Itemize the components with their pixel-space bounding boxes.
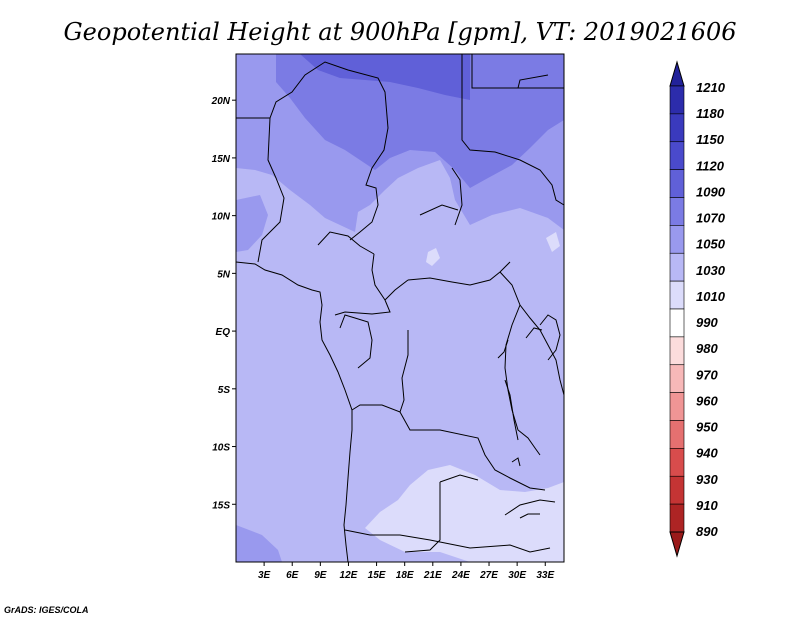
- contour-1010-east-spot: [546, 232, 560, 252]
- contour-1090-north: [300, 54, 470, 100]
- colorbar-segment: [669, 392, 685, 421]
- colorbar-label: 1120: [696, 158, 725, 173]
- colorbar-segment: [669, 448, 685, 477]
- latitude-ticks: 20N 15N 10N 5N EQ 5S 10S 15S: [211, 96, 236, 511]
- colorbar-segment: [669, 197, 685, 226]
- contour-1010-congo-spot: [426, 248, 440, 266]
- map-frame: [235, 53, 565, 563]
- east-coast: [539, 314, 561, 361]
- colorbar-label: 1050: [696, 237, 726, 252]
- lat-tick-label: 5N: [217, 269, 231, 280]
- colorbar-bottom-arrow: [669, 531, 685, 558]
- colorbar-label: 1070: [696, 211, 726, 226]
- longitude-ticks: 3E 6E 9E 12E 15E 18E 21E 24E 27E 30E 33E: [258, 562, 554, 581]
- colorbar-label: 910: [696, 498, 718, 513]
- lat-tick-label: EQ: [216, 327, 231, 338]
- lon-tick-label: 30E: [508, 570, 526, 581]
- colorbar-segment: [669, 503, 685, 533]
- contour-1050-southwest: [236, 525, 282, 562]
- colorbar-segment: [669, 364, 685, 393]
- lat-tick-label: 10S: [212, 443, 230, 454]
- map-panel: 20N 15N 10N 5N EQ 5S 10S 15S 3E 6E 9E 12E 15E 18E 21E…: [211, 53, 565, 581]
- colorbar-segment: [669, 141, 685, 170]
- colorbar-segment: [669, 113, 685, 143]
- colorbar-segment: [669, 420, 685, 449]
- central-africa-borders: [334, 167, 511, 413]
- lat-tick-label: 20N: [211, 96, 231, 107]
- colorbar-segment: [669, 252, 685, 282]
- lon-tick-label: 27E: [479, 570, 498, 581]
- colorbar-label: 970: [696, 367, 718, 382]
- west-coastline: [235, 261, 353, 563]
- colorbar-segment: [669, 336, 685, 366]
- lon-tick-label: 12E: [340, 570, 358, 581]
- colorbar-label: 940: [696, 446, 718, 461]
- lon-tick-label: 21E: [423, 570, 442, 581]
- colorbar-label: 1030: [696, 263, 726, 278]
- lat-tick-label: 15N: [212, 154, 231, 165]
- country-boundaries: [235, 54, 565, 563]
- lon-tick-label: 6E: [286, 570, 299, 581]
- colorbar-segment: [669, 308, 685, 338]
- colorbar-label: 960: [696, 393, 718, 408]
- contour-fills: [236, 54, 564, 562]
- colorbar-label: 930: [696, 472, 718, 487]
- southern-africa-borders: [344, 411, 556, 553]
- lat-tick-label: 15S: [212, 500, 230, 511]
- contour-1050-west-blob: [236, 195, 268, 252]
- lon-tick-label: 3E: [258, 570, 271, 581]
- colorbar-label: 980: [696, 341, 718, 356]
- lon-tick-label: 15E: [368, 570, 386, 581]
- footer-credit: GrADS: IGES/COLA: [4, 605, 89, 615]
- lon-tick-label: 24E: [451, 570, 470, 581]
- colorbar-label: 990: [696, 315, 718, 330]
- colorbar-label: 1010: [696, 289, 726, 304]
- colorbar-label: 890: [696, 524, 718, 539]
- lat-tick-label: 10N: [212, 212, 231, 223]
- lon-tick-label: 33E: [536, 570, 554, 581]
- colorbar-label: 1090: [696, 184, 726, 199]
- colorbar: 1210 1180 1150 1120 1090 1070 1050 1030 1010 990 9…: [669, 60, 726, 558]
- lat-tick-label: 5S: [218, 385, 231, 396]
- colorbar-label: 1180: [696, 106, 725, 121]
- colorbar-segment: [669, 169, 685, 198]
- colorbar-segment: [669, 280, 685, 310]
- lon-tick-label: 18E: [396, 570, 414, 581]
- lon-tick-label: 9E: [314, 570, 327, 581]
- colorbar-label: 1210: [696, 80, 726, 95]
- colorbar-label: 950: [696, 420, 718, 435]
- great-lakes: [497, 327, 543, 519]
- west-africa-borders: [236, 61, 389, 263]
- figure-title: Geopotential Height at 900hPa [gpm], VT:…: [64, 18, 737, 46]
- colorbar-segment: [669, 475, 685, 505]
- colorbar-top-arrow: [669, 60, 685, 87]
- colorbar-label: 1150: [696, 132, 725, 147]
- colorbar-segment: [669, 85, 685, 115]
- colorbar-segment: [669, 225, 685, 254]
